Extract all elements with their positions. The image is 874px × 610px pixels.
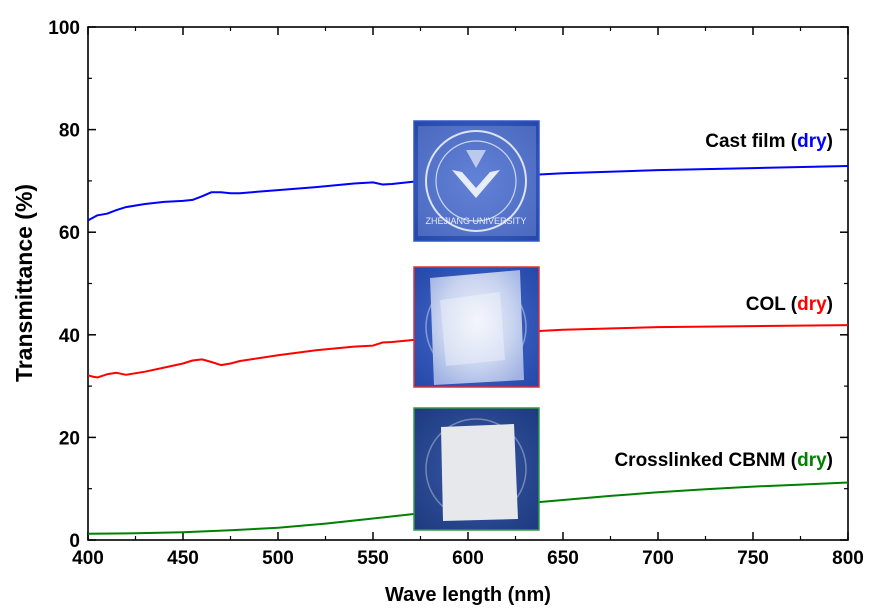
x-tick-label: 700	[642, 548, 674, 569]
x-tick-label: 800	[832, 548, 864, 569]
seal-text: ZHEJIANG UNIVERSITY	[425, 216, 526, 226]
series-label-2: Crosslinked CBNM (dry)	[614, 450, 833, 471]
y-tick-label: 40	[59, 326, 80, 347]
x-tick-label: 650	[547, 548, 579, 569]
y-tick-label: 100	[48, 18, 80, 39]
series-labels: Cast film (dry) COL (dry) Crosslinked CBNM…	[614, 131, 833, 471]
inset-photo-col	[413, 266, 540, 388]
x-tick-label: 500	[262, 548, 294, 569]
inset-photo-cbnm	[413, 407, 540, 531]
x-tick-label: 450	[167, 548, 199, 569]
x-axis-title: Wave length (nm)	[385, 584, 551, 606]
y-tick-label: 20	[59, 428, 80, 449]
inset-photo-cast-film: ZHEJIANG UNIVERSITY	[413, 120, 540, 242]
x-tick-label: 750	[737, 548, 769, 569]
y-tick-label: 0	[69, 531, 80, 552]
y-tick-label: 60	[59, 223, 80, 244]
x-tick-label: 400	[72, 548, 104, 569]
x-tick-label: 550	[357, 548, 389, 569]
y-tick-label: 80	[59, 121, 80, 142]
series-label-1: COL (dry)	[746, 294, 833, 315]
x-tick-label: 600	[452, 548, 484, 569]
y-axis-title: Transmittance (%)	[11, 184, 37, 382]
series-label-0: Cast film (dry)	[705, 131, 833, 152]
axis-ticks: 400 450 500 550 600 650 700 750 800 0 20 40 60 80 100	[48, 18, 864, 569]
